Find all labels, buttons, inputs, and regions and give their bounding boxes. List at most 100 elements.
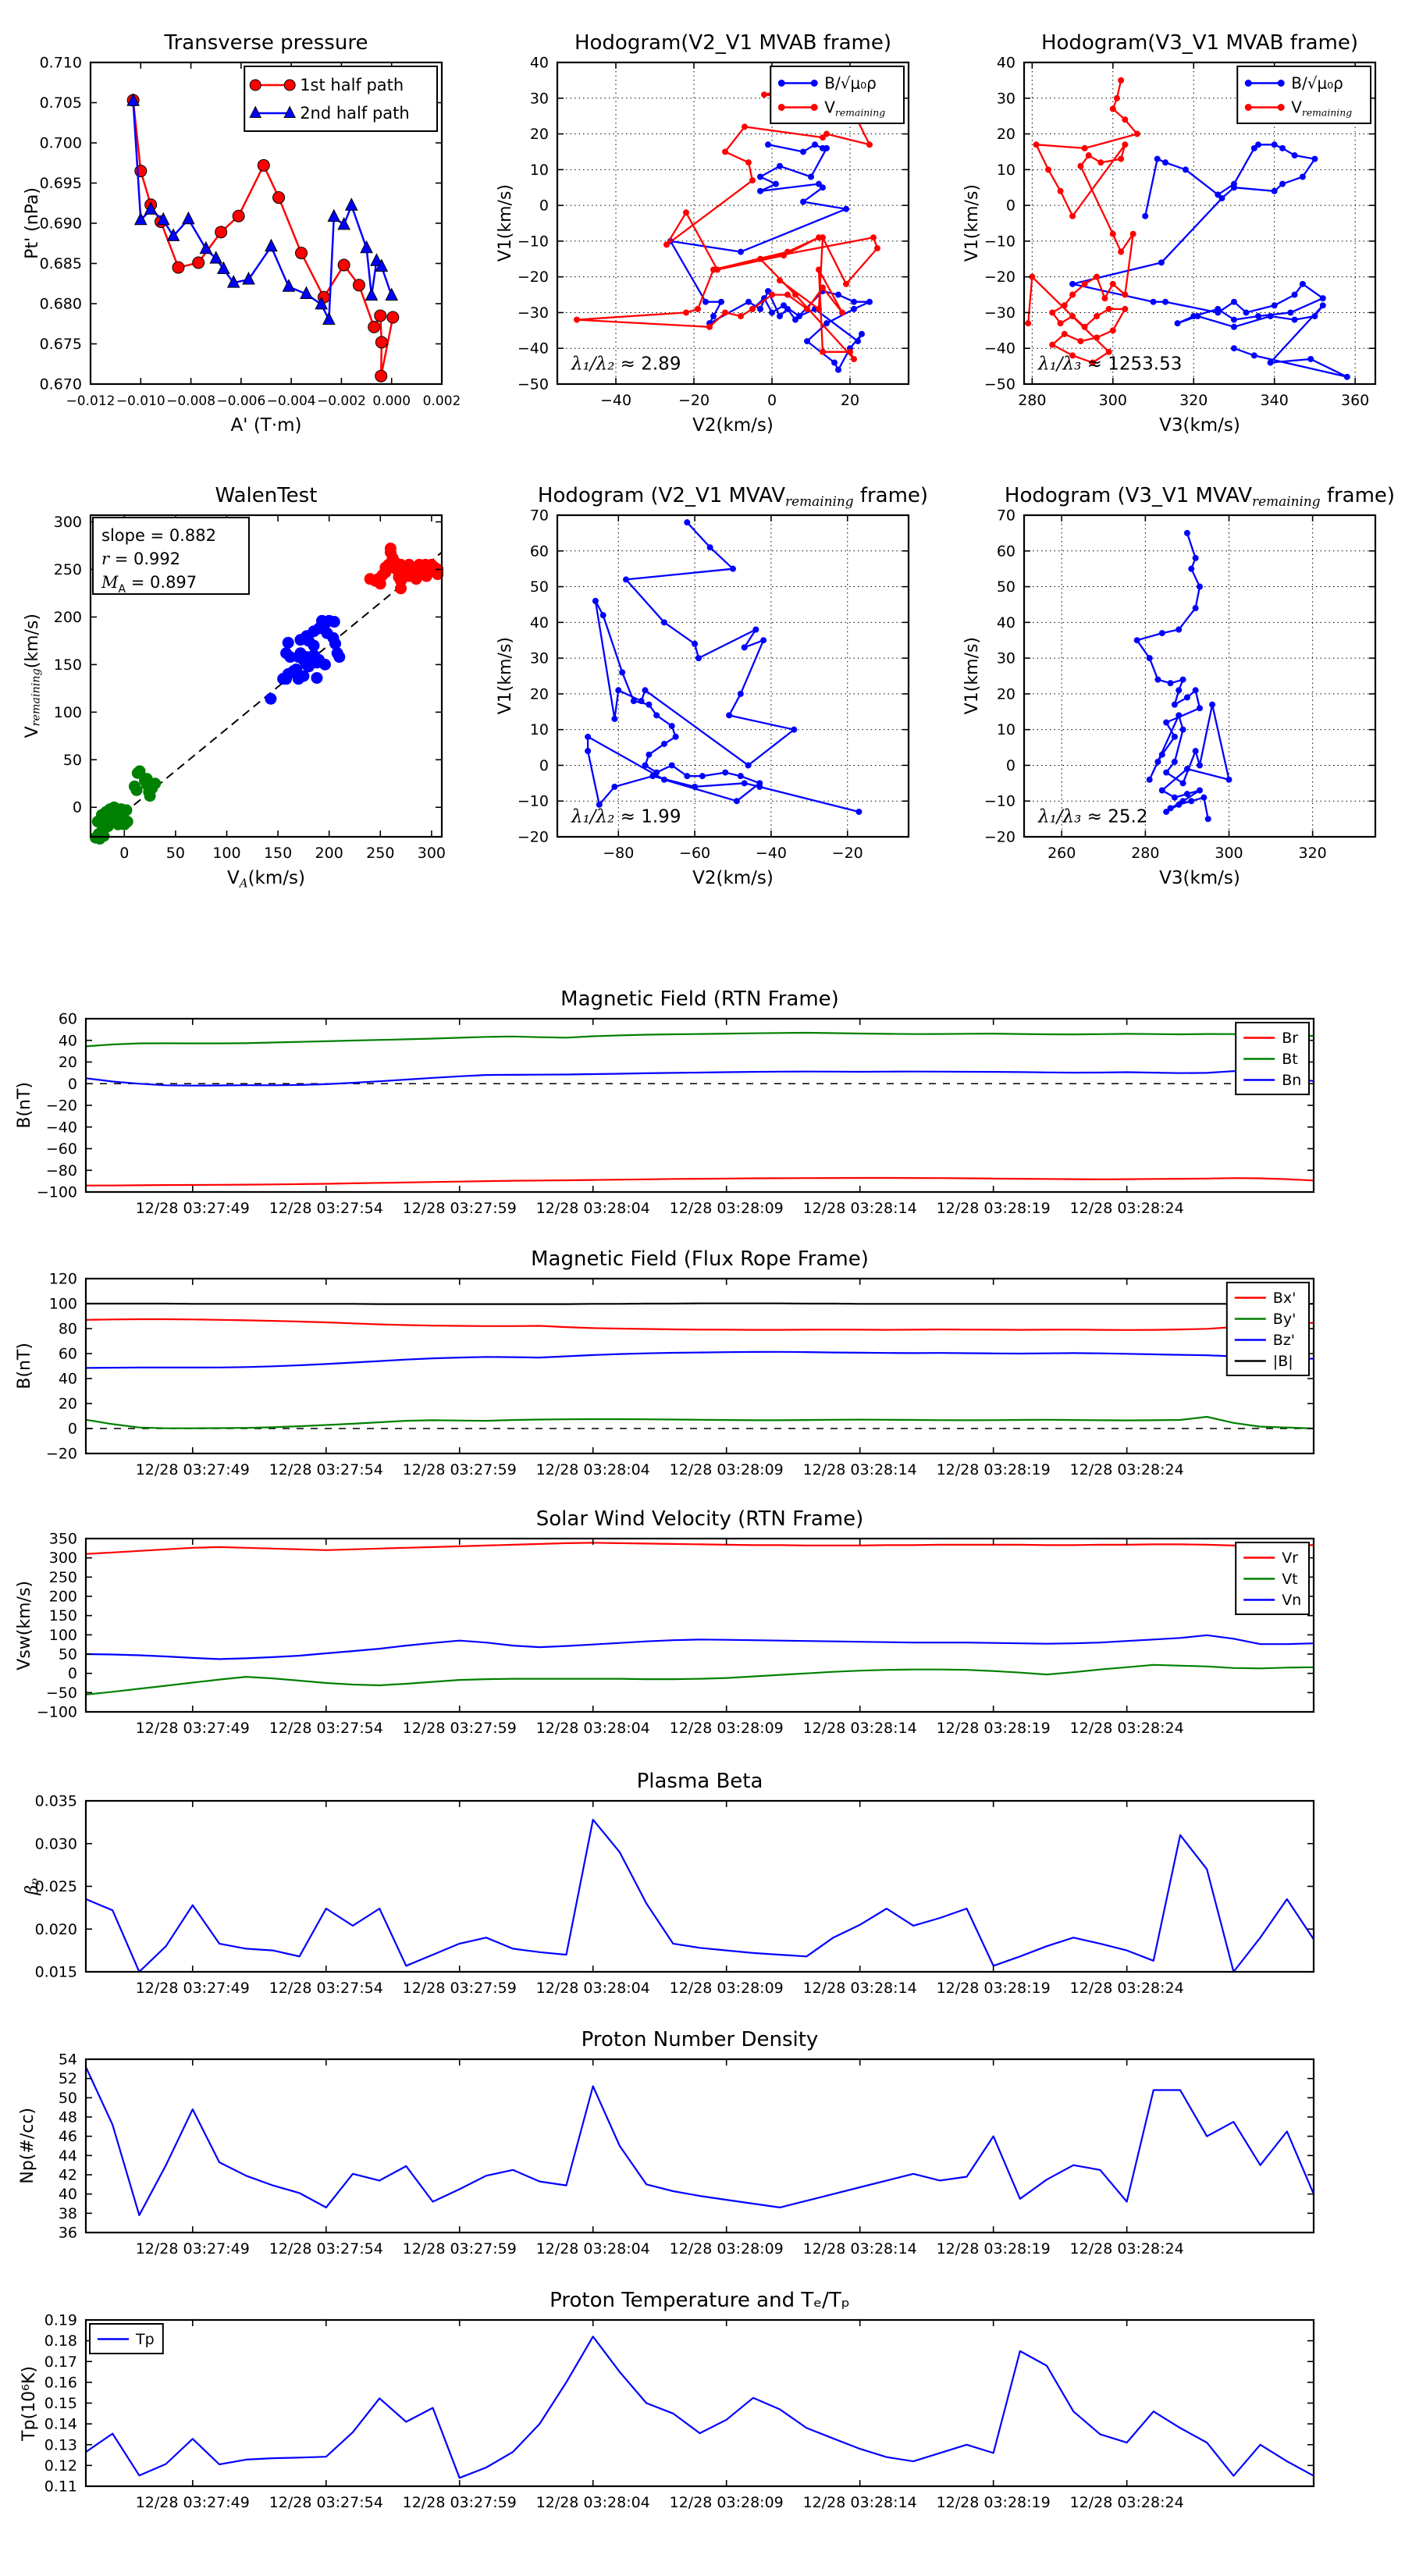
y-tick-label: 40 — [997, 55, 1016, 72]
series-Vr — [85, 1542, 1314, 1555]
triangle-marker — [209, 251, 223, 264]
dot-marker — [1197, 583, 1203, 590]
legend-item-label: Vremaining — [1291, 98, 1352, 118]
y-tick-label: 10 — [530, 162, 549, 179]
y-tick-label: 100 — [49, 1296, 77, 1313]
x-tick-label: 12/28 03:28:14 — [803, 1200, 917, 1217]
dot-marker — [1105, 348, 1112, 355]
triangle-marker — [144, 201, 158, 215]
dot-marker — [1077, 162, 1084, 169]
dot-marker — [792, 291, 799, 298]
dot-marker — [1311, 313, 1318, 320]
y-tick-label: 50 — [63, 752, 82, 769]
chart-title: Transverse pressure — [164, 31, 368, 55]
legend-item-label: 1st half path — [300, 76, 404, 94]
dot-marker — [1291, 316, 1298, 323]
x-tick-label: 12/28 03:28:09 — [670, 2494, 784, 2511]
dot-marker — [1197, 705, 1203, 712]
y-tick-label: 100 — [49, 1627, 77, 1644]
y-tick-label: −10 — [984, 793, 1016, 810]
dot-marker — [128, 780, 140, 792]
chart-title: WalenTest — [215, 484, 318, 507]
y-tick-label: 0.12 — [44, 2457, 77, 2475]
circle-marker — [272, 191, 286, 205]
x-tick-label: 12/28 03:28:09 — [670, 2240, 784, 2258]
circle-marker — [283, 79, 296, 91]
x-tick-label: 12/28 03:28:19 — [937, 2240, 1051, 2258]
x-tick-label: 280 — [1131, 845, 1159, 862]
dot-marker — [1049, 309, 1056, 316]
y-tick-label: 54 — [59, 2051, 77, 2069]
dot-marker — [760, 637, 767, 644]
circle-marker — [386, 311, 400, 324]
y-tick-label: 0 — [68, 1421, 77, 1438]
y-tick-label: 40 — [59, 2186, 77, 2203]
plot-area: 0 50 100 150 200 250 300 0 50 100 150 200 250 300 slop… — [54, 514, 446, 862]
y-tick-label: 20 — [530, 126, 549, 143]
dot-marker — [1105, 305, 1112, 312]
dot-marker — [1122, 141, 1129, 148]
dot-marker — [1319, 295, 1326, 302]
y-axis-label: Np(#/cc) — [18, 2108, 38, 2184]
dot-marker — [843, 205, 849, 212]
dot-marker — [777, 313, 783, 320]
dot-marker — [1183, 766, 1190, 773]
dot-marker — [1025, 320, 1032, 327]
dot-marker — [810, 104, 818, 111]
dot-marker — [1244, 104, 1252, 111]
dot-marker — [1182, 166, 1189, 173]
dot-marker — [623, 576, 630, 583]
axes-border — [84, 2058, 1315, 2234]
y-tick-label: 0.15 — [44, 2395, 77, 2412]
dot-marker — [835, 291, 841, 298]
x-tick-label: 12/28 03:28:09 — [670, 1200, 784, 1217]
dot-marker — [660, 776, 667, 783]
series-Np — [85, 2066, 1315, 2216]
circle-marker — [172, 261, 185, 274]
dot-marker — [684, 519, 691, 526]
dot-marker — [420, 570, 432, 582]
legend-item-label: Vt — [1282, 1571, 1297, 1588]
dot-marker — [1081, 323, 1088, 330]
chart-proton-temperature: Proton Temperature and Tₑ/Tₚ Tp(10⁶K) 12… — [20, 2289, 1315, 2511]
y-tick-label: 300 — [54, 514, 82, 531]
dot-marker — [112, 818, 124, 831]
x-tick-label: 12/28 03:27:49 — [136, 2494, 250, 2511]
dot-marker — [1133, 637, 1140, 644]
chart-title: Hodogram (V3_V1 MVAVremaining frame) — [1004, 484, 1396, 510]
dot-marker — [804, 305, 810, 312]
circle-marker — [295, 247, 308, 260]
y-tick-label: 70 — [997, 507, 1016, 525]
axes-border — [556, 514, 910, 838]
y-tick-label: 0.690 — [40, 215, 82, 233]
y-tick-label: 0.13 — [44, 2436, 77, 2453]
dot-marker — [683, 309, 689, 316]
dot-marker — [1179, 798, 1186, 805]
dot-marker — [737, 773, 744, 780]
circle-marker — [375, 369, 388, 382]
dot-marker — [812, 141, 818, 148]
stats-line: MA = 0.897 — [101, 573, 197, 596]
legend-item-label: Br — [1282, 1030, 1298, 1047]
dot-marker — [722, 309, 728, 316]
dot-marker — [1192, 554, 1199, 561]
y-axis-label: Vremaining(km/s) — [23, 614, 43, 738]
y-tick-label: 0 — [539, 197, 549, 215]
dot-marker — [752, 626, 759, 633]
dot-marker — [660, 740, 667, 747]
dot-marker — [1142, 212, 1149, 219]
x-tick-label: 150 — [264, 845, 292, 862]
dot-marker — [328, 616, 340, 628]
dot-marker — [596, 801, 603, 808]
dot-marker — [1162, 159, 1169, 166]
dot-marker — [1271, 141, 1278, 148]
y-axis-label: V1(km/s) — [496, 184, 516, 262]
x-tick-label: 0 — [767, 392, 777, 409]
dot-marker — [823, 320, 830, 327]
x-tick-label: 12/28 03:28:19 — [937, 2494, 1051, 2511]
x-tick-label: 12/28 03:28:09 — [670, 1720, 784, 1737]
x-tick-label: −40 — [600, 392, 631, 409]
y-axis-label: V1(km/s) — [962, 184, 983, 262]
y-axis-label: Vsw(km/s) — [15, 1580, 35, 1670]
y-tick-label: 30 — [530, 90, 549, 107]
